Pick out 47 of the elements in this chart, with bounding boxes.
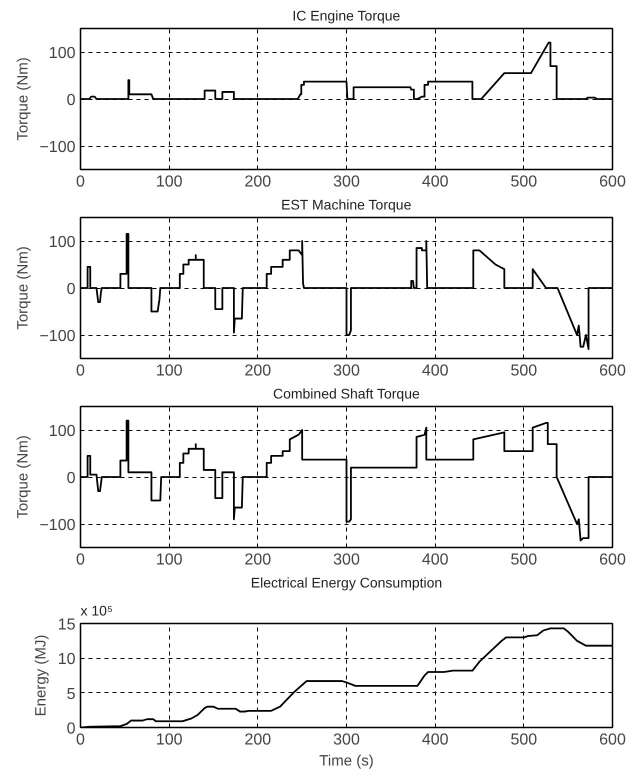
x-axis-title: Time (s) (319, 752, 374, 770)
x-tick-label: 400 (422, 552, 449, 568)
x-tick-label: 600 (599, 174, 626, 190)
chart-title: IC Engine Torque (292, 8, 401, 24)
x-tick-label: 100 (156, 174, 183, 190)
y-axis-title: Torque (Nm) (14, 435, 32, 519)
x-tick-label: 400 (422, 174, 449, 190)
x-tick-label: 100 (156, 362, 183, 380)
y-tick-label: 100 (48, 45, 76, 62)
x-tick-label: 300 (333, 362, 360, 380)
x-tick-label: 600 (599, 732, 626, 748)
y-tick-label: −100 (39, 517, 76, 534)
x-tick-label: 100 (156, 552, 183, 568)
y-tick-label: 0 (66, 92, 76, 109)
x-tick-label: 600 (599, 552, 626, 568)
x-tick-label: 400 (422, 362, 449, 380)
x-tick-label: 500 (510, 732, 538, 748)
y-tick-label: 100 (48, 234, 76, 251)
y-tick-label: −100 (39, 139, 76, 156)
x-tick-label: 300 (333, 174, 360, 190)
y-tick-label: 10 (58, 651, 76, 668)
chart-title: Combined Shaft Torque (272, 386, 420, 402)
text: x 10⁵ (80, 602, 113, 618)
x-tick-label: 100 (156, 732, 183, 748)
y-tick-label: 15 (58, 616, 76, 634)
x-tick-label: 200 (244, 732, 272, 748)
y-tick-label: −100 (39, 328, 76, 345)
x-tick-label: 300 (333, 732, 360, 748)
y-tick-label: 0 (66, 281, 76, 298)
x-tick-label: 200 (244, 174, 272, 190)
y-axis-title: Torque (Nm) (14, 57, 32, 141)
y-tick-label: 0 (66, 470, 76, 487)
x-tick-label: 200 (244, 362, 272, 380)
x-tick-label: 500 (510, 174, 538, 190)
y-tick-label: 100 (48, 423, 76, 440)
x-tick-label: 500 (510, 552, 538, 568)
y-tick-label: 0 (66, 720, 76, 738)
y-axis-title: Energy (MJ) (32, 634, 50, 716)
x-tick-label: 200 (244, 552, 272, 568)
x-tick-label: 500 (510, 362, 538, 380)
y-axis-title: Torque (Nm) (14, 246, 32, 330)
chart-title: Electrical Energy Consumption (250, 574, 442, 590)
y-tick-label: 5 (66, 686, 76, 703)
x-tick-label: 600 (599, 362, 626, 380)
x-tick-label: 400 (422, 732, 449, 748)
chart-title: EST Machine Torque (281, 196, 412, 212)
x-tick-label: 300 (333, 552, 360, 568)
